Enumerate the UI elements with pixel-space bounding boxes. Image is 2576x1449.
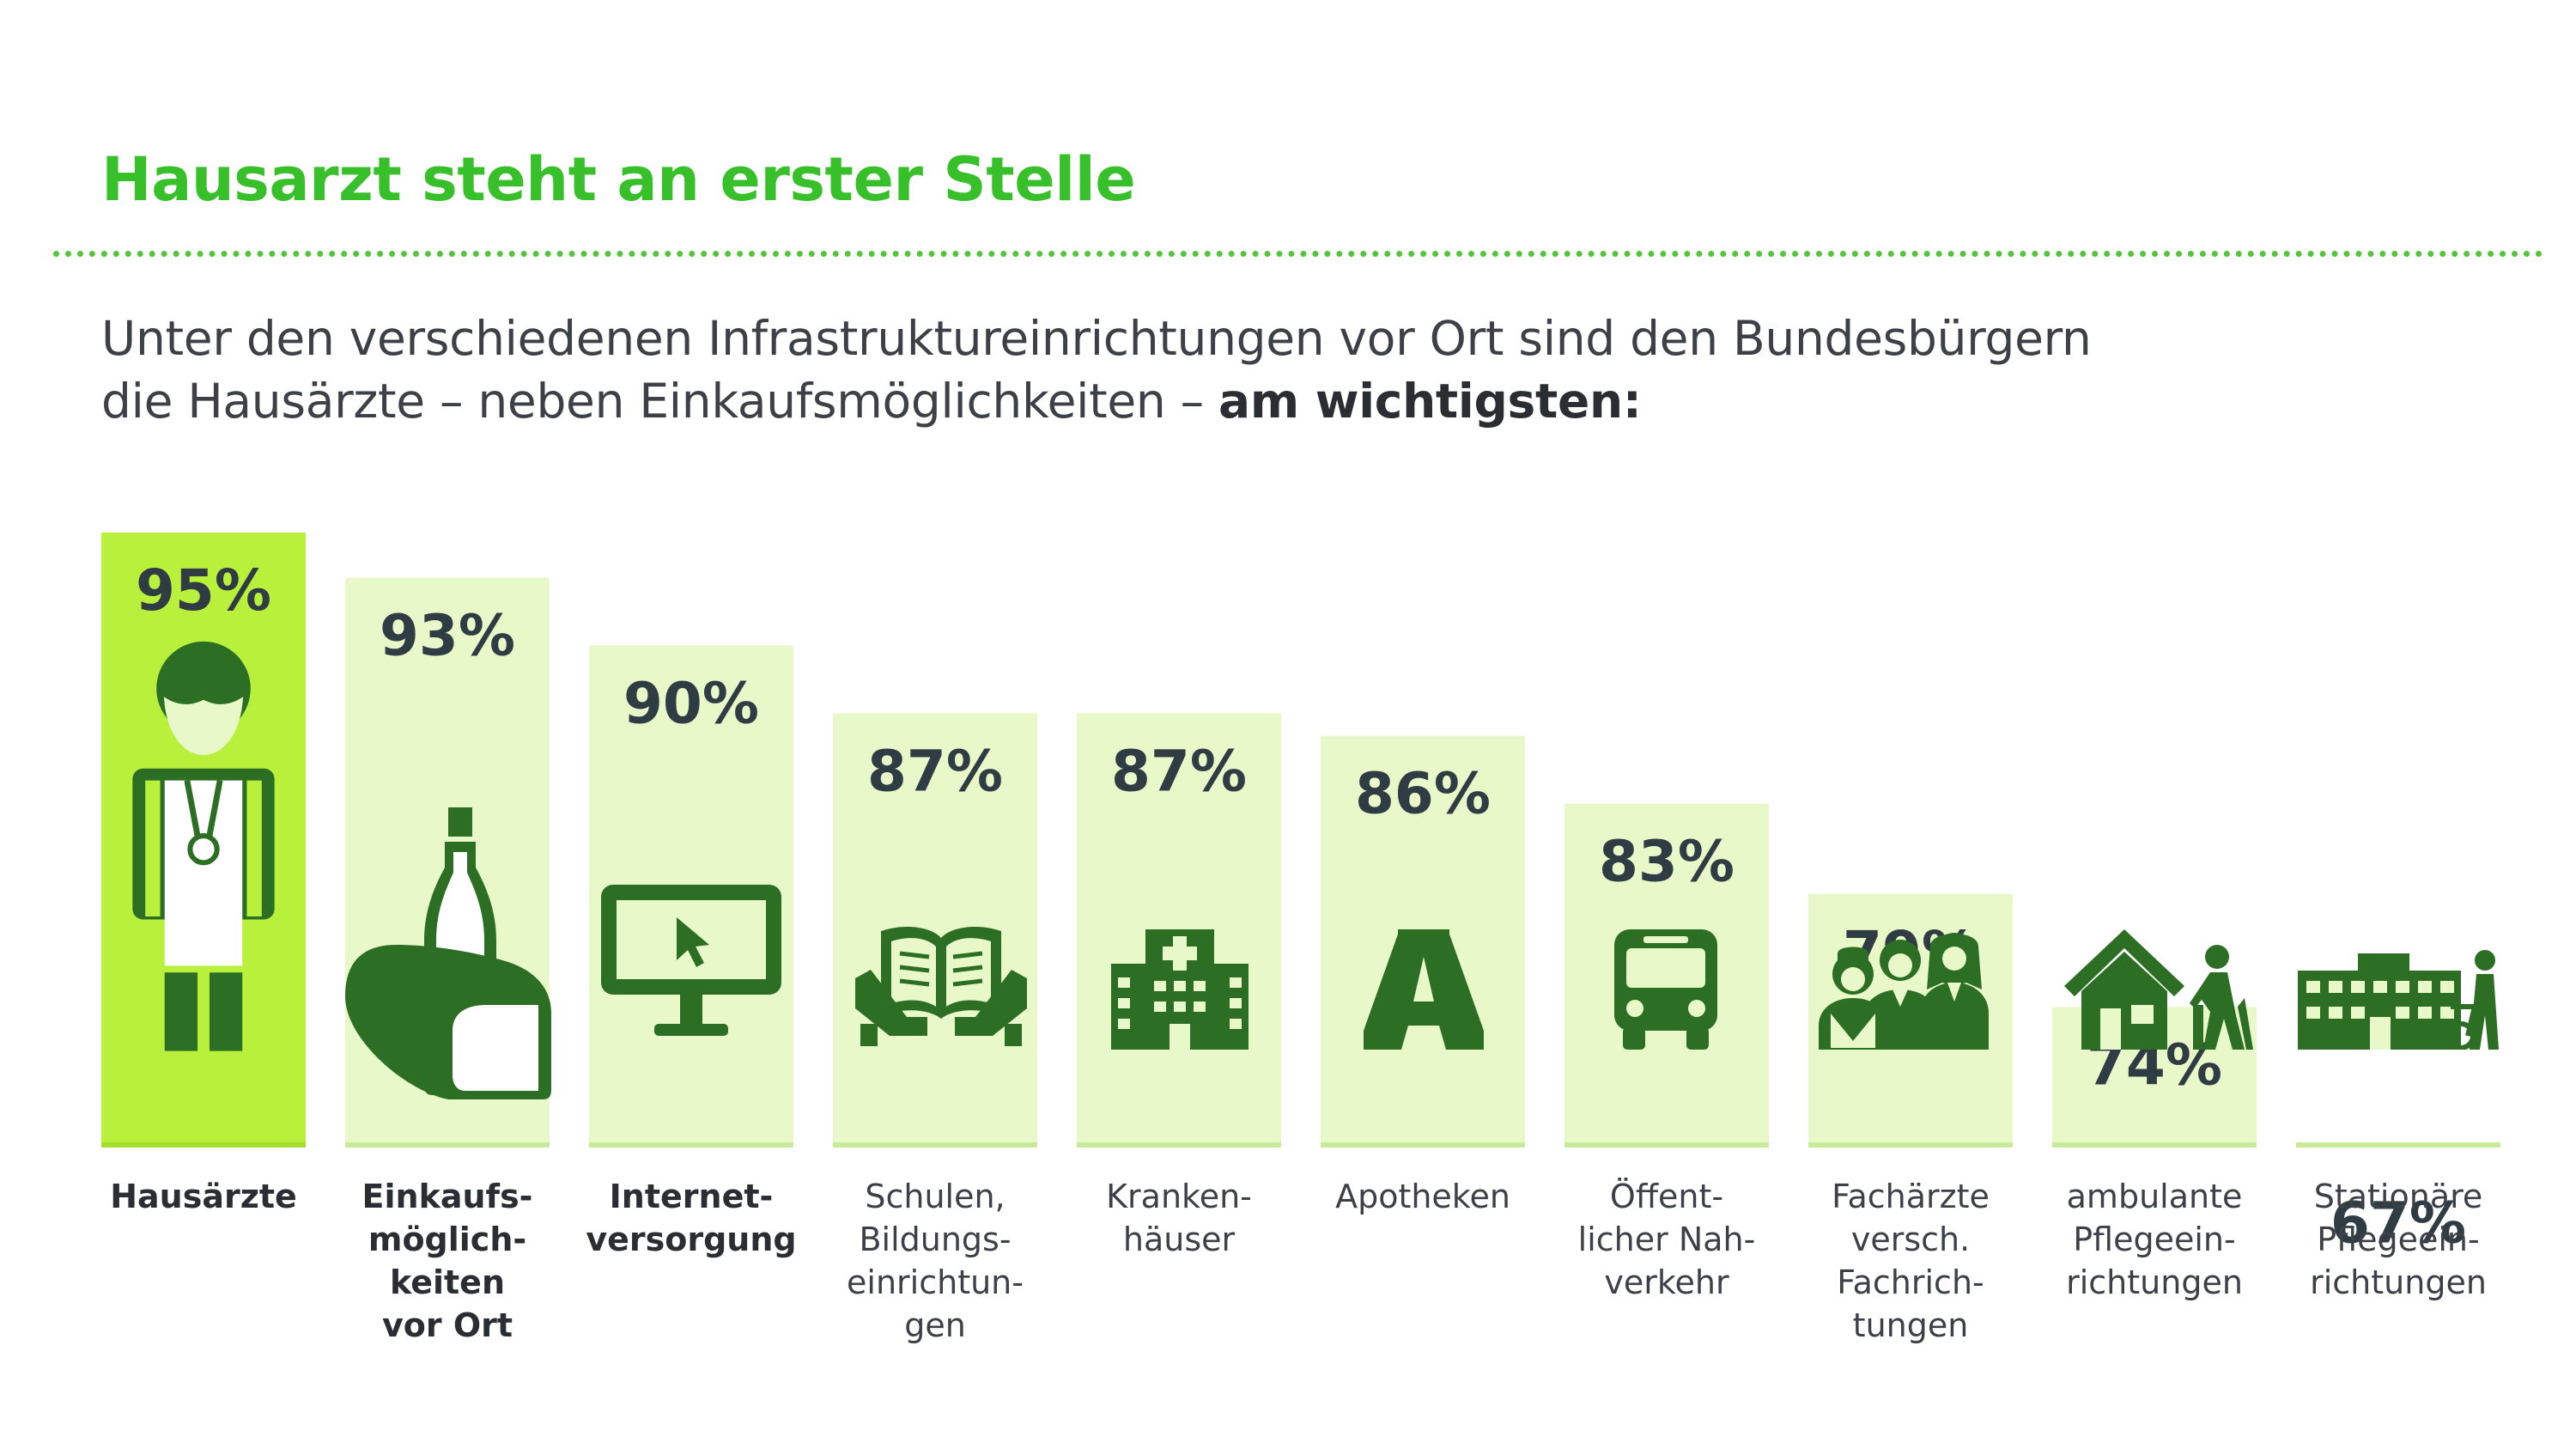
nursing-home-icon: [2298, 950, 2499, 1050]
bar-baseline: [1564, 1142, 1769, 1148]
bar-baseline: [1808, 1142, 2013, 1148]
category-label-line: Fachrich-: [1837, 1263, 1984, 1301]
specialists-icon: [1819, 933, 1989, 1050]
category-label-line: möglich-: [368, 1221, 527, 1258]
category-label-line: Bildungs-: [859, 1221, 1012, 1258]
category-label-line: licher Nah-: [1577, 1221, 1756, 1258]
bar-baseline: [589, 1142, 793, 1148]
category-label-nursing-home: Stationäre Pflegeein-richtungen: [2282, 1175, 2514, 1304]
value-label: 67%: [2330, 1190, 2466, 1256]
bar-baseline: [101, 1142, 306, 1148]
bar-baseline: [1077, 1142, 1281, 1148]
category-label-line: Schulen,: [865, 1178, 1005, 1215]
dotted-divider: [53, 251, 2543, 257]
category-label-pharmacy: Apotheken: [1307, 1175, 1539, 1218]
category-label-line: häuser: [1122, 1221, 1236, 1258]
value-label: 93%: [380, 603, 515, 669]
subtitle-emphasis: am wichtigsten:: [1218, 374, 1642, 429]
category-label-specialists: Fachärzte versch. Fachrich-tungen: [1795, 1175, 2026, 1347]
value-label: 87%: [1111, 738, 1247, 804]
value-label: 86%: [1355, 761, 1491, 827]
category-label-line: Apotheken: [1335, 1178, 1510, 1215]
value-label: 90%: [623, 671, 759, 737]
bar-baseline: [2296, 1142, 2500, 1148]
bar-baseline: [345, 1142, 550, 1148]
category-label-line: einrichtun-: [847, 1263, 1024, 1301]
bar-baseline: [2052, 1142, 2257, 1148]
category-label-line: Hausärzte: [110, 1178, 297, 1215]
value-label: 87%: [867, 738, 1003, 804]
bar-school: [833, 713, 1037, 1148]
bar-baseline: [1321, 1142, 1525, 1148]
category-label-shopping: Einkaufs-möglich-keiten vor Ort: [331, 1175, 563, 1347]
category-label-line: gen: [904, 1306, 966, 1344]
category-label-line: richtungen: [2310, 1263, 2487, 1301]
category-label-line: vor Ort: [381, 1306, 513, 1344]
category-label-school: Schulen, Bildungs-einrichtun-gen: [819, 1175, 1051, 1347]
category-label-line: Internet-: [609, 1178, 774, 1215]
category-label-line: verkehr: [1604, 1263, 1729, 1301]
subtitle-line-1: Unter den verschiedenen Infrastrukturein…: [101, 311, 2092, 366]
value-label: 95%: [136, 557, 271, 624]
category-label-line: Kranken-: [1106, 1178, 1252, 1215]
category-label-line: ambulante: [2066, 1178, 2243, 1215]
category-label-hospital: Kranken-häuser: [1063, 1175, 1295, 1261]
category-label-internet: Internet-versorgung: [575, 1175, 807, 1261]
page-title: Hausarzt steht an erster Stelle: [101, 144, 1136, 215]
category-label-doctor: Hausärzte: [88, 1175, 319, 1218]
subtitle-line-2-text: die Hausärzte – neben Einkaufsmöglichkei…: [101, 374, 1219, 429]
category-label-line: Pflegeein-: [2073, 1221, 2236, 1258]
category-label-line: Öffent-: [1609, 1178, 1724, 1215]
category-label-bus: Öffent-licher Nah-verkehr: [1551, 1175, 1783, 1304]
subtitle: Unter den verschiedenen Infrastrukturein…: [101, 307, 2420, 433]
category-label-line: keiten: [389, 1263, 506, 1301]
category-label-line: Einkaufs-: [361, 1178, 533, 1215]
category-label-line: Pflegeein-: [2317, 1221, 2480, 1258]
category-label-line: Fachärzte: [1832, 1178, 1990, 1215]
value-label: 83%: [1599, 829, 1735, 895]
subtitle-line-2: die Hausärzte – neben Einkaufsmöglichkei…: [101, 370, 2420, 433]
category-label-home-care: ambulante Pflegeein-richtungen: [2038, 1175, 2270, 1304]
category-label-line: versorgung: [586, 1221, 797, 1258]
category-label-line: tungen: [1852, 1306, 1969, 1344]
category-label-line: richtungen: [2066, 1263, 2243, 1301]
bar-baseline: [833, 1142, 1037, 1148]
category-label-line: Stationäre: [2313, 1178, 2483, 1215]
category-label-line: versch.: [1850, 1221, 1971, 1258]
